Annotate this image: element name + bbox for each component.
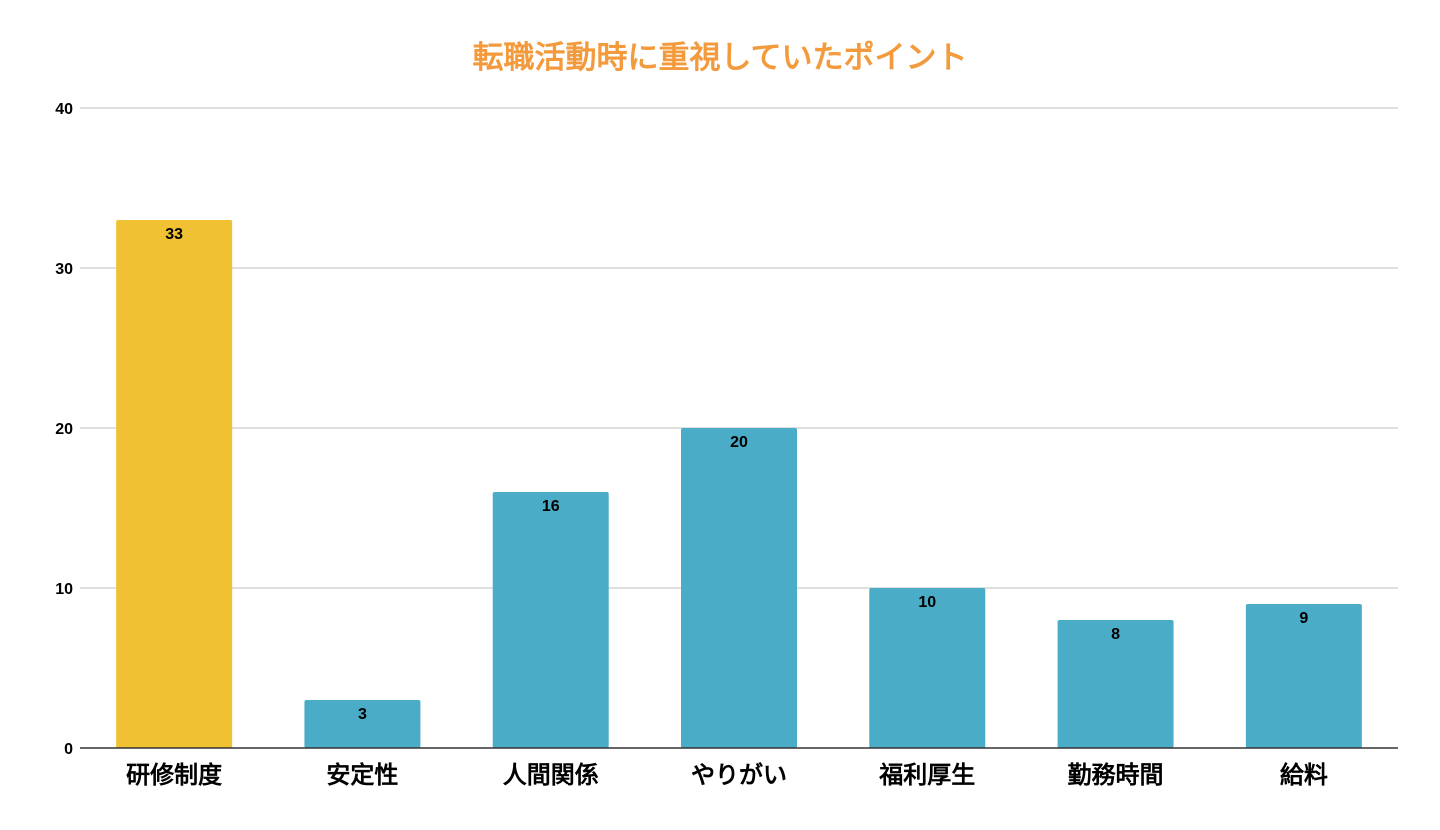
- bar: [1057, 620, 1174, 748]
- data-label: 3: [358, 706, 367, 723]
- bar: [304, 700, 421, 748]
- bar: [869, 588, 986, 748]
- y-tick-label: 10: [55, 581, 73, 598]
- y-axis-ticks: 0 10 20 30 40: [55, 101, 73, 758]
- y-tick-label: 0: [64, 741, 73, 758]
- x-tick-label: 人間関係: [503, 761, 599, 789]
- data-label: 8: [1111, 626, 1120, 643]
- bars: [116, 220, 1362, 748]
- x-axis-ticks: 研修制度 安定性 人間関係 やりがい 福利厚生 勤務時間 給料: [126, 761, 1328, 789]
- data-label: 20: [730, 434, 748, 451]
- data-label: 9: [1299, 610, 1308, 627]
- y-tick-label: 40: [55, 101, 73, 118]
- bar: [681, 428, 797, 748]
- chart-title: 転職活動時に重視していたポイント: [472, 40, 968, 76]
- x-tick-label: 給料: [1280, 761, 1328, 789]
- x-tick-label: 福利厚生: [878, 761, 975, 789]
- bar: [116, 220, 233, 748]
- bar: [1245, 604, 1362, 748]
- bar: [492, 492, 609, 748]
- x-tick-label: 勤務時間: [1068, 761, 1164, 789]
- x-tick-label: 安定性: [326, 761, 398, 789]
- data-label: 33: [165, 226, 183, 243]
- x-tick-label: やりがい: [691, 761, 787, 789]
- data-label: 10: [918, 594, 936, 611]
- data-label: 16: [542, 498, 560, 515]
- y-tick-label: 30: [55, 261, 73, 278]
- y-tick-label: 20: [55, 421, 73, 438]
- x-tick-label: 研修制度: [126, 761, 223, 789]
